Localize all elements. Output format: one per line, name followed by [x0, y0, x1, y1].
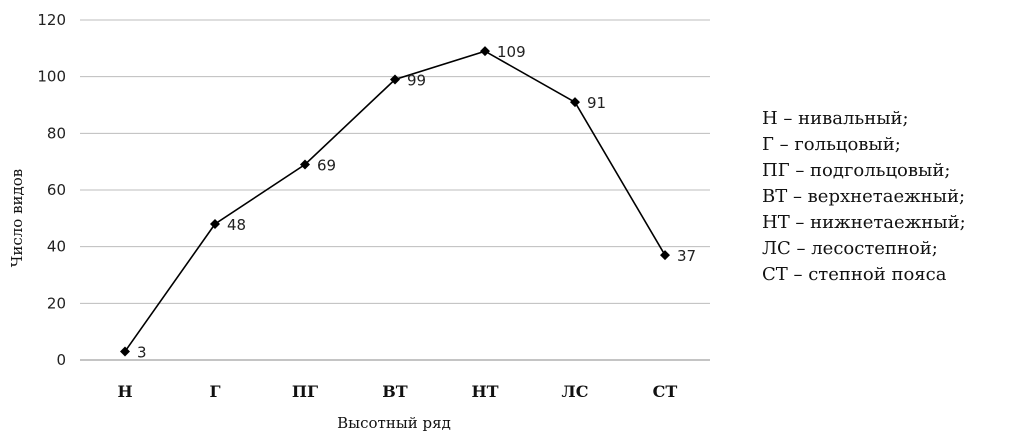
- data-label: 91: [587, 94, 606, 112]
- x-tick-label: СТ: [653, 382, 678, 401]
- data-point: [210, 219, 220, 229]
- x-tick-labels: Н Г ПГ ВТ НТ ЛС СТ: [117, 382, 677, 401]
- data-label: 69: [317, 157, 336, 175]
- data-point: [300, 159, 310, 170]
- x-tick-label: ПГ: [292, 382, 318, 401]
- data-point: [570, 97, 580, 108]
- data-label: 99: [407, 72, 426, 90]
- y-tick-label: 60: [47, 181, 66, 199]
- y-tick-label: 100: [37, 68, 66, 86]
- y-tick-label: 120: [37, 11, 66, 29]
- data-label: 37: [677, 247, 696, 265]
- data-label: 3: [137, 344, 147, 362]
- data-point: [120, 346, 130, 357]
- legend-item: ПГ – подгольцовый;: [762, 160, 951, 181]
- data-label: 48: [227, 216, 246, 234]
- legend-item: СТ – степной пояса: [762, 264, 947, 285]
- data-labels: 3 48 69 99 109 91 37: [137, 43, 696, 361]
- x-tick-label: НТ: [471, 382, 498, 401]
- y-tick-label: 0: [56, 351, 66, 369]
- legend-item: ВТ – верхнетаежный;: [762, 186, 966, 207]
- data-point: [390, 74, 400, 85]
- data-label: 109: [497, 43, 526, 61]
- y-tick-label: 40: [47, 238, 66, 256]
- legend-item: НТ – нижнетаежный;: [762, 212, 966, 233]
- x-tick-label: Г: [209, 382, 220, 401]
- legend-item: Г – гольцовый;: [762, 134, 901, 155]
- legend-item: ЛС – лесостепной;: [762, 238, 938, 259]
- data-markers: [120, 46, 670, 357]
- legend: Н – нивальный; Г – гольцовый; ПГ – подго…: [762, 106, 966, 288]
- x-axis-label: Высотный ряд: [337, 414, 451, 432]
- series-line: [124, 50, 666, 352]
- data-point: [660, 250, 670, 261]
- x-tick-label: ВТ: [382, 382, 408, 401]
- x-tick-label: ЛС: [562, 382, 589, 401]
- y-axis-label: Число видов: [8, 169, 26, 267]
- data-point: [480, 46, 490, 57]
- grid-lines: [80, 19, 710, 361]
- y-tick-labels: 0 20 40 60 80 100 120: [37, 11, 66, 369]
- legend-item: Н – нивальный;: [762, 108, 909, 129]
- y-tick-label: 20: [47, 294, 66, 312]
- y-tick-label: 80: [47, 124, 66, 142]
- x-tick-label: Н: [117, 382, 132, 401]
